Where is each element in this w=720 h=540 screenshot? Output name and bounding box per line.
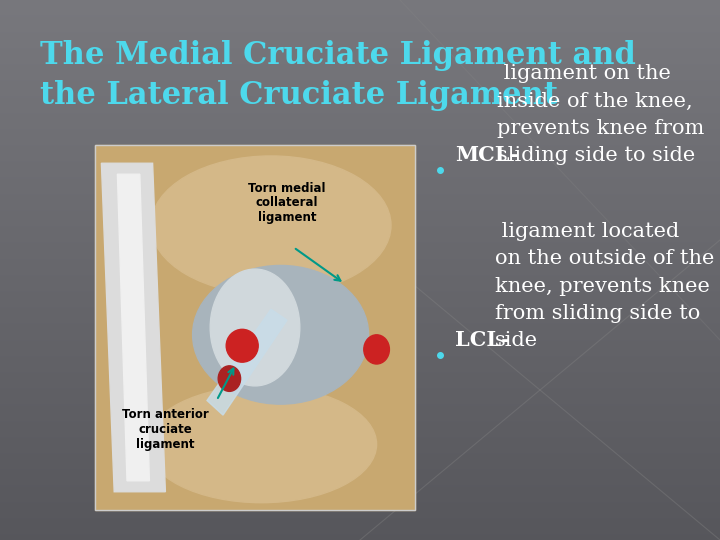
Ellipse shape [364,335,390,364]
Ellipse shape [151,156,391,295]
Text: ligament on the
inside of the knee,
prevents knee from
sliding side to side: ligament on the inside of the knee, prev… [497,64,704,165]
Ellipse shape [226,329,258,362]
Ellipse shape [193,266,369,404]
Polygon shape [207,309,287,415]
Text: ligament located
on the outside of the
knee, prevents knee
from sliding side to
: ligament located on the outside of the k… [495,222,714,350]
Text: Torn anterior
cruciate
ligament: Torn anterior cruciate ligament [122,408,209,451]
Bar [95,145,415,510]
Text: LCL-: LCL- [455,330,510,350]
Text: MCL-: MCL- [455,145,518,165]
Ellipse shape [218,366,240,392]
Polygon shape [117,174,150,481]
Text: The Medial Cruciate Ligament and: The Medial Cruciate Ligament and [40,40,636,71]
Ellipse shape [210,269,300,386]
Bar [95,145,415,510]
Text: the Lateral Cruciate Ligament: the Lateral Cruciate Ligament [40,80,558,111]
Ellipse shape [146,386,377,503]
Text: Torn medial
collateral
ligament: Torn medial collateral ligament [248,181,325,225]
Polygon shape [102,163,166,492]
